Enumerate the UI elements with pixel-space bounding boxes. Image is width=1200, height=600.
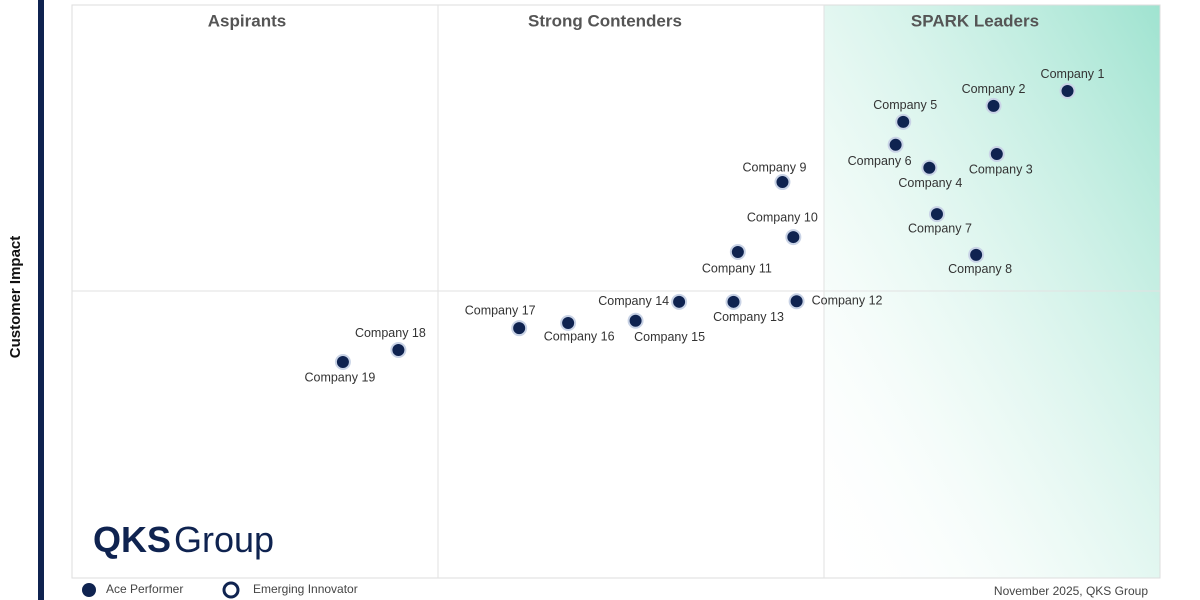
- company-point: [334, 353, 351, 370]
- company-label: Company 4: [898, 176, 962, 190]
- company-label: Company 11: [702, 261, 772, 275]
- company-label: Company 17: [465, 303, 536, 317]
- company-point: [511, 320, 528, 337]
- logo-regular: Group: [174, 519, 274, 560]
- company-label: Company 3: [969, 162, 1033, 176]
- company-label: Company 10: [747, 210, 818, 224]
- company-point: [988, 145, 1005, 162]
- company-label: Company 8: [948, 262, 1012, 276]
- company-label: Company 19: [304, 370, 375, 384]
- company-label: Company 1: [1041, 67, 1105, 81]
- company-label: Company 16: [544, 329, 615, 343]
- legend-label: Emerging Innovator: [253, 582, 358, 596]
- logo: QKSGroup: [93, 519, 274, 560]
- company-label: Company 5: [873, 98, 937, 112]
- quadrant-label: Aspirants: [208, 11, 286, 30]
- company-label: Company 7: [908, 221, 972, 235]
- company-point: [560, 315, 577, 332]
- company-point: [921, 159, 938, 176]
- y-axis-label: Customer Impact: [7, 236, 24, 359]
- quadrant-label: SPARK Leaders: [911, 11, 1039, 30]
- company-point: [985, 97, 1002, 114]
- company-point: [627, 312, 644, 329]
- company-point: [729, 243, 746, 260]
- company-point: [788, 293, 805, 310]
- company-label: Company 13: [713, 310, 784, 324]
- company-point: [887, 136, 904, 153]
- company-point: [968, 246, 985, 263]
- company-point: [785, 229, 802, 246]
- company-point: [1059, 82, 1076, 99]
- company-point: [774, 174, 791, 191]
- company-label: Company 6: [848, 154, 912, 168]
- company-point: [725, 293, 742, 310]
- legend-icon: [82, 583, 96, 597]
- company-label: Company 18: [355, 326, 426, 340]
- legend-icon: [222, 581, 240, 599]
- company-point: [928, 206, 945, 223]
- company-label: Company 14: [598, 294, 669, 308]
- company-point: [671, 293, 688, 310]
- company-point: [895, 113, 912, 130]
- company-label: Company 15: [634, 330, 705, 344]
- legend-label: Ace Performer: [106, 582, 183, 596]
- company-label: Company 2: [962, 82, 1026, 96]
- quadrant-label: Strong Contenders: [528, 11, 682, 30]
- side-bar: [38, 0, 44, 600]
- company-label: Company 12: [812, 294, 883, 308]
- company-point: [390, 341, 407, 358]
- company-label: Company 9: [742, 160, 806, 174]
- footer: November 2025, QKS Group: [994, 584, 1148, 598]
- logo-bold: QKS: [93, 519, 171, 560]
